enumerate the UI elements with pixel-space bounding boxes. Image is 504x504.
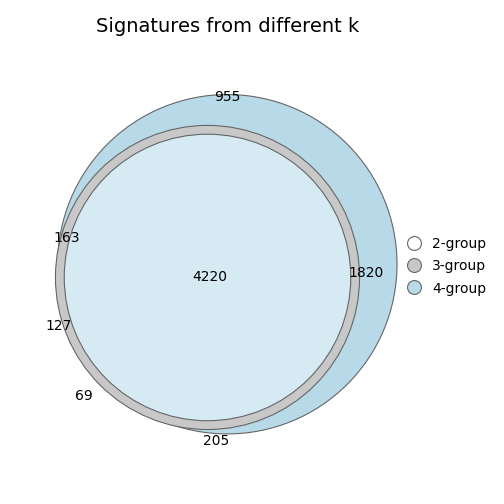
Circle shape [64,134,351,421]
Text: 163: 163 [53,231,80,245]
Text: 127: 127 [46,319,72,333]
Legend: 2-group, 3-group, 4-group: 2-group, 3-group, 4-group [402,231,492,301]
Circle shape [57,95,397,434]
Circle shape [55,125,359,429]
Title: Signatures from different k: Signatures from different k [96,17,359,36]
Text: 4220: 4220 [192,271,227,284]
Text: 955: 955 [214,90,240,104]
Text: 205: 205 [203,433,229,448]
Text: 1820: 1820 [349,266,384,280]
Text: 69: 69 [75,390,93,404]
